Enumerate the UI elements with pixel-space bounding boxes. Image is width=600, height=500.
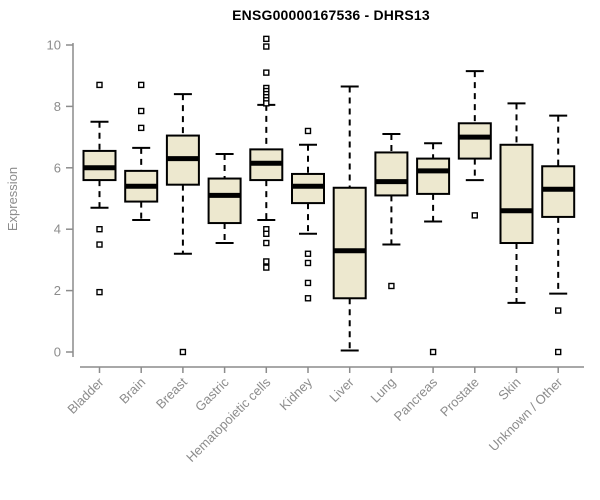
outlier-kidney [304,127,312,135]
outlier-hematopoietic-cells [263,258,270,265]
outlier-hematopoietic-cells [263,230,270,238]
outlier-pancreas [429,348,437,356]
category-label: Lung [367,375,398,406]
outlier-kidney [304,259,312,267]
outlier-hematopoietic-cells [263,264,270,271]
category-label: Kidney [276,374,315,413]
outlier-hematopoietic-cells [263,43,270,50]
outlier-bladder [96,81,103,89]
outlier-kidney [304,279,312,287]
outlier-brain [137,107,145,115]
y-tick-label: 8 [54,99,61,114]
category-label: Unknown / Other [486,374,566,454]
chart-title: ENSG00000167536 - DHRS13 [232,7,430,23]
category-label: Skin [495,375,523,403]
outlier-breast [179,348,187,356]
outlier-bladder [96,225,103,233]
y-tick-label: 4 [54,222,61,237]
outlier-bladder [96,288,103,296]
y-axis-label: Expression [5,166,20,232]
category-label: Bladder [64,374,107,417]
category-label: Pancreas [391,374,441,424]
box-skin [499,143,534,245]
outlier-unknown-other [555,348,562,356]
box-gastric [207,177,242,225]
outlier-hematopoietic-cells [263,69,270,76]
outlier-hematopoietic-cells [263,239,270,247]
box-liver [332,186,367,300]
category-label: Brain [116,375,148,407]
box-pancreas [416,157,451,195]
y-tick-label: 10 [47,38,61,53]
outlier-brain [137,81,145,89]
y-tick-label: 2 [54,283,61,298]
outlier-hematopoietic-cells [263,100,270,107]
category-label: Gastric [192,374,232,414]
y-tick-label: 6 [54,160,61,175]
outlier-lung [388,282,395,290]
outlier-bladder [96,241,103,248]
y-tick-label: 0 [54,345,61,360]
box-prostate [457,122,492,160]
category-label: Breast [153,374,190,411]
category-label: Prostate [437,375,482,420]
box-lung [374,151,409,197]
outlier-brain [137,124,145,132]
outlier-prostate [471,212,478,219]
outlier-kidney [304,250,312,257]
outlier-kidney [304,295,312,302]
category-label: Liver [326,374,357,405]
outlier-unknown-other [555,307,562,314]
outlier-hematopoietic-cells [263,35,270,43]
